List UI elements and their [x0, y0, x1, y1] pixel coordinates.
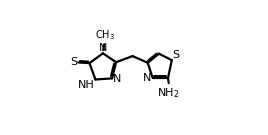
Text: CH$_3$: CH$_3$ [95, 28, 115, 42]
Text: S: S [173, 50, 180, 60]
Text: N: N [99, 43, 107, 53]
Text: N: N [143, 73, 152, 83]
Text: NH: NH [78, 80, 95, 90]
Text: N: N [113, 74, 121, 84]
Text: NH$_2$: NH$_2$ [158, 86, 180, 100]
Text: S: S [70, 57, 78, 67]
